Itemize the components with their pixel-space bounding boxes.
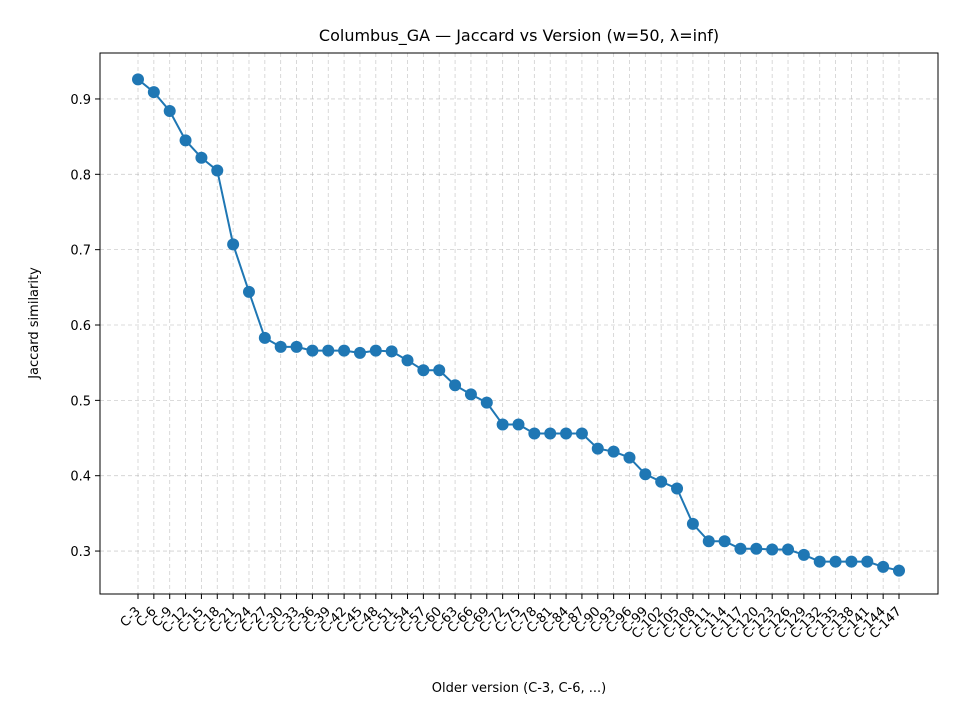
y-axis: 0.3 0.4 0.5 0.6 0.7 0.8 0.9 xyxy=(70,93,100,560)
series-layer xyxy=(132,73,905,577)
data-point xyxy=(797,548,810,561)
data-point xyxy=(893,564,905,577)
data-point xyxy=(813,555,826,568)
data-point xyxy=(686,517,699,530)
data-point xyxy=(306,344,319,357)
data-point xyxy=(877,560,890,573)
y-tick-label: 0.8 xyxy=(70,168,91,183)
y-tick-label: 0.9 xyxy=(70,93,91,108)
data-point xyxy=(734,542,747,555)
data-point xyxy=(861,555,874,568)
data-point xyxy=(607,445,620,458)
data-point xyxy=(211,164,224,177)
data-point xyxy=(195,151,208,164)
data-point xyxy=(147,86,160,99)
data-point xyxy=(750,542,763,555)
grid-layer xyxy=(100,53,938,594)
data-point xyxy=(766,543,779,556)
data-point xyxy=(639,468,652,481)
data-point xyxy=(544,427,557,440)
y-tick-label: 0.3 xyxy=(70,545,91,560)
data-point xyxy=(353,346,366,359)
data-point xyxy=(591,442,604,455)
data-point xyxy=(369,344,382,357)
data-point xyxy=(322,344,335,357)
data-point xyxy=(227,238,240,251)
data-point xyxy=(782,543,795,556)
data-point xyxy=(274,340,287,353)
data-point xyxy=(401,354,414,367)
chart-title: Columbus_GA — Jaccard vs Version (w=50, … xyxy=(319,26,719,46)
y-tick-label: 0.7 xyxy=(70,244,91,259)
data-point xyxy=(480,396,493,409)
data-point xyxy=(163,105,176,118)
data-point xyxy=(829,555,842,568)
data-point xyxy=(338,344,351,357)
data-point xyxy=(655,475,668,488)
data-point xyxy=(179,134,192,147)
data-point xyxy=(496,418,509,431)
data-point xyxy=(560,427,573,440)
data-point xyxy=(623,451,636,464)
data-point xyxy=(385,345,398,358)
data-point xyxy=(845,555,858,568)
data-point xyxy=(258,331,271,344)
data-point xyxy=(290,340,303,353)
data-point xyxy=(242,285,255,298)
x-axis-label: Older version (C-3, C-6, ...) xyxy=(432,681,606,696)
data-point xyxy=(528,427,541,440)
data-point xyxy=(464,388,477,401)
data-point xyxy=(702,535,715,548)
y-axis-label: Jaccard similarity xyxy=(27,267,42,380)
data-point xyxy=(132,73,144,86)
y-tick-label: 0.5 xyxy=(70,394,91,409)
data-point xyxy=(671,482,684,495)
data-point xyxy=(433,364,446,377)
y-tick-label: 0.6 xyxy=(70,319,91,334)
data-point xyxy=(718,535,731,548)
data-point xyxy=(575,427,588,440)
data-point xyxy=(449,379,462,392)
y-tick-label: 0.4 xyxy=(70,470,91,485)
data-point xyxy=(512,418,525,431)
data-point xyxy=(417,364,430,377)
